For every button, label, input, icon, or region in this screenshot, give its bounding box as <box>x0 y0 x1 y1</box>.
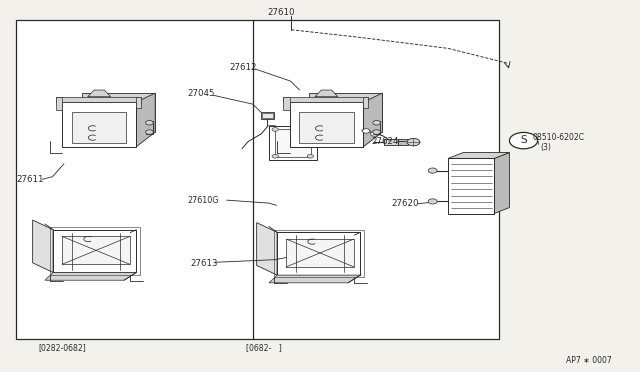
Polygon shape <box>364 93 383 147</box>
Text: AP7 ∗ 0007: AP7 ∗ 0007 <box>566 356 612 365</box>
Polygon shape <box>494 153 509 214</box>
Circle shape <box>407 138 420 146</box>
Text: 27624: 27624 <box>371 137 399 146</box>
Polygon shape <box>398 139 408 145</box>
Circle shape <box>272 128 278 131</box>
Bar <box>62 237 130 264</box>
Polygon shape <box>448 153 509 158</box>
Text: 27610: 27610 <box>268 8 295 17</box>
Text: S: S <box>520 135 527 145</box>
Polygon shape <box>136 97 141 108</box>
Polygon shape <box>82 93 155 132</box>
Polygon shape <box>309 93 383 132</box>
Bar <box>72 112 127 143</box>
Text: 27610G: 27610G <box>187 196 218 205</box>
Polygon shape <box>290 102 364 147</box>
Circle shape <box>428 168 437 173</box>
Text: 27613: 27613 <box>190 259 218 268</box>
Text: [0282-0682]: [0282-0682] <box>38 343 86 352</box>
Circle shape <box>272 154 278 158</box>
Polygon shape <box>283 97 369 102</box>
Polygon shape <box>364 97 369 108</box>
Text: 27620: 27620 <box>392 199 419 208</box>
Circle shape <box>146 121 154 125</box>
Text: 27612: 27612 <box>229 63 257 72</box>
Polygon shape <box>283 97 290 110</box>
Polygon shape <box>275 129 311 157</box>
Bar <box>16 20 499 339</box>
Text: (3): (3) <box>541 143 552 152</box>
Polygon shape <box>448 158 494 214</box>
Circle shape <box>372 121 380 125</box>
Text: [0682-   ]: [0682- ] <box>246 343 282 352</box>
Polygon shape <box>56 97 141 102</box>
Text: 27045: 27045 <box>188 89 215 98</box>
Polygon shape <box>269 275 360 283</box>
Text: 27611: 27611 <box>17 175 44 184</box>
Polygon shape <box>261 112 274 119</box>
Circle shape <box>307 128 314 131</box>
Polygon shape <box>257 222 277 275</box>
Bar <box>274 230 364 278</box>
Bar <box>50 227 140 275</box>
Circle shape <box>428 199 437 204</box>
Polygon shape <box>56 97 63 110</box>
Bar <box>300 112 354 143</box>
Polygon shape <box>33 220 53 272</box>
Polygon shape <box>315 90 338 97</box>
Circle shape <box>372 130 380 134</box>
Circle shape <box>371 132 378 136</box>
Bar <box>286 239 354 267</box>
Polygon shape <box>53 230 136 272</box>
Polygon shape <box>88 90 111 97</box>
Polygon shape <box>384 139 398 145</box>
Bar <box>262 113 273 118</box>
Circle shape <box>146 130 154 134</box>
Polygon shape <box>63 102 136 147</box>
Polygon shape <box>136 93 155 147</box>
Circle shape <box>362 129 370 133</box>
Polygon shape <box>277 232 360 275</box>
Polygon shape <box>269 126 317 160</box>
Polygon shape <box>45 272 136 280</box>
Circle shape <box>264 114 271 118</box>
Circle shape <box>307 154 314 158</box>
Circle shape <box>509 132 538 149</box>
Text: 08510-6202C: 08510-6202C <box>532 133 584 142</box>
